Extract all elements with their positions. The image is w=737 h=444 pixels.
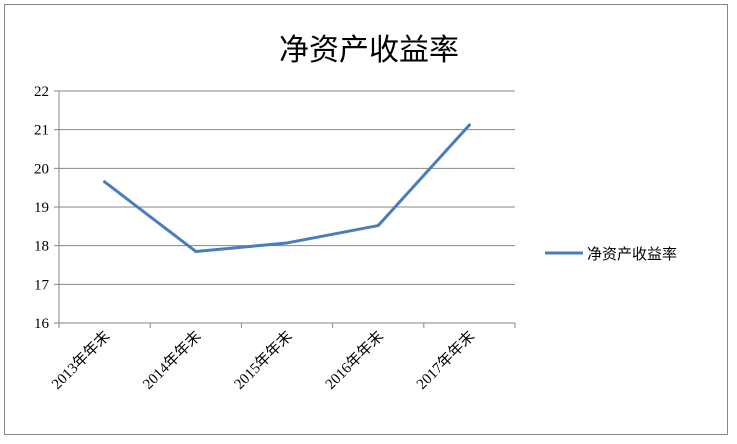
y-tick-label: 18: [34, 239, 49, 255]
series-lines: [103, 123, 471, 253]
data-point: [376, 224, 380, 228]
y-tick-label: 20: [34, 161, 49, 177]
chart-svg: 净资产收益率 16 17 18 19 20 21 22 2013年年末 2014年年末 2015年…: [34, 33, 677, 393]
x-tick-label: 2016年年末: [322, 328, 387, 393]
x-tick-label: 2013年年末: [48, 328, 113, 393]
legend-label: 净资产收益率: [587, 245, 677, 263]
y-tick-label: 17: [34, 277, 50, 293]
y-tick-label: 21: [34, 123, 49, 139]
series-line: [103, 123, 471, 253]
legend: 净资产收益率: [545, 245, 677, 263]
data-point: [194, 249, 198, 253]
data-point: [285, 241, 289, 245]
y-tick-label: 19: [34, 200, 49, 216]
chart-title: 净资产收益率: [279, 33, 459, 68]
x-tick-label: 2017年年末: [413, 328, 478, 393]
x-tick-label: 2015年年末: [231, 328, 296, 393]
chart-frame: 净资产收益率 16 17 18 19 20 21 22 2013年年末 2014年年末 2015年…: [4, 4, 728, 435]
axes: 16 17 18 19 20 21 22 2013年年末 2014年年末 2015年年末 2016年…: [34, 84, 516, 393]
x-tick-label: 2014年年末: [140, 328, 205, 393]
gridlines: [59, 90, 515, 285]
data-point: [103, 180, 107, 184]
data-point: [467, 123, 471, 127]
y-tick-label: 16: [34, 316, 50, 332]
y-tick-label: 22: [34, 84, 49, 100]
